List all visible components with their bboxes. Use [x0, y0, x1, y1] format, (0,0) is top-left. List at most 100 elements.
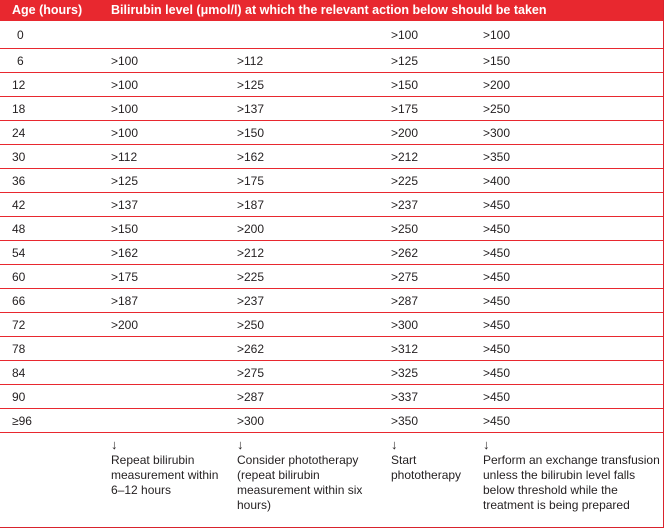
table-row: 66 >187 >237 >287 >450: [0, 289, 663, 313]
level-cell: >137: [111, 197, 139, 212]
level-cell: >200: [237, 221, 265, 236]
age-cell: 84: [12, 365, 26, 380]
level-cell: >100: [111, 101, 139, 116]
action-line: measurement within six: [237, 483, 363, 497]
age-cell: 36: [12, 173, 26, 188]
level-cell: >125: [391, 53, 419, 68]
table-row: 18 >100 >137 >175 >250: [0, 97, 663, 121]
action-line: Perform an exchange transfusion: [483, 453, 660, 467]
level-cell: >187: [237, 197, 265, 212]
level-cell: >150: [111, 221, 139, 236]
age-cell: 12: [12, 77, 26, 92]
age-cell: 48: [12, 221, 26, 236]
level-cell: >100: [483, 27, 511, 42]
level-cell: >450: [483, 197, 511, 212]
level-cell: >100: [111, 125, 139, 140]
level-cell: >450: [483, 293, 511, 308]
level-cell: >225: [237, 269, 265, 284]
action-line: treatment is being prepared: [483, 498, 630, 512]
level-cell: >137: [237, 101, 265, 116]
action-line: unless the bilirubin level falls: [483, 468, 636, 482]
age-cell: 0: [17, 27, 24, 42]
level-cell: >175: [237, 173, 265, 188]
age-cell: 30: [12, 149, 26, 164]
down-arrow-icon: ↓: [391, 437, 398, 452]
level-cell: >162: [111, 245, 139, 260]
level-cell: >287: [391, 293, 419, 308]
level-cell: >250: [391, 221, 419, 236]
level-cell: >175: [111, 269, 139, 284]
level-cell: >125: [111, 173, 139, 188]
action-line: phototherapy: [391, 468, 462, 482]
level-cell: >450: [483, 389, 511, 404]
action-line: Start: [391, 453, 417, 467]
level-cell: >275: [237, 365, 265, 380]
level-cell: >300: [391, 317, 419, 332]
table-header: Age (hours) Bilirubin level (μmol/l) at …: [0, 0, 663, 21]
down-arrow-icon: ↓: [483, 437, 490, 452]
level-cell: >450: [483, 341, 511, 356]
level-cell: >187: [111, 293, 139, 308]
table-row: 84 >275 >325 >450: [0, 361, 663, 385]
age-cell: 72: [12, 317, 26, 332]
level-cell: >450: [483, 269, 511, 284]
table-row: 60 >175 >225 >275 >450: [0, 265, 663, 289]
level-cell: >112: [237, 53, 264, 68]
age-cell: 24: [12, 125, 26, 140]
level-cell: >250: [237, 317, 265, 332]
age-cell: 66: [12, 293, 26, 308]
level-cell: >400: [483, 173, 511, 188]
level-cell: >450: [483, 365, 511, 380]
table-row: ≥96 >300 >350 >450: [0, 409, 663, 433]
level-cell: >350: [483, 149, 511, 164]
level-cell: >450: [483, 221, 511, 236]
table-row: 42 >137 >187 >237 >450: [0, 193, 663, 217]
table-row: 6 >100 >112 >125 >150: [0, 49, 663, 73]
age-cell: 60: [12, 269, 26, 284]
table-row: 36 >125 >175 >225 >400: [0, 169, 663, 193]
down-arrow-icon: ↓: [111, 437, 118, 452]
table-row: 48 >150 >200 >250 >450: [0, 217, 663, 241]
level-cell: >325: [391, 365, 419, 380]
age-cell: 78: [12, 341, 26, 356]
action-col-1: ↓ Repeat bilirubin measurement within 6–…: [111, 437, 218, 498]
table-row: 54 >162 >212 >262 >450: [0, 241, 663, 265]
level-cell: >175: [391, 101, 419, 116]
level-cell: >100: [391, 27, 419, 42]
action-line: 6–12 hours: [111, 483, 172, 497]
level-cell: >150: [483, 53, 511, 68]
level-cell: >225: [391, 173, 419, 188]
table-row: 0 >100 >100: [0, 21, 663, 49]
age-cell: 90: [12, 389, 26, 404]
level-cell: >150: [391, 77, 419, 92]
level-cell: >262: [237, 341, 265, 356]
table-row: 72 >200 >250 >300 >450: [0, 313, 663, 337]
level-cell: >200: [483, 77, 511, 92]
level-cell: >350: [391, 413, 419, 428]
level-cell: >450: [483, 317, 511, 332]
action-line: measurement within: [111, 468, 219, 482]
age-cell: ≥96: [12, 413, 32, 428]
action-col-4: ↓ Perform an exchange transfusion unless…: [483, 437, 660, 513]
age-cell: 54: [12, 245, 26, 260]
level-cell: >212: [237, 245, 265, 260]
level-cell: >162: [237, 149, 265, 164]
level-cell: >250: [483, 101, 511, 116]
level-cell: >287: [237, 389, 265, 404]
action-line: Consider phototherapy: [237, 453, 359, 467]
level-cell: >237: [237, 293, 265, 308]
level-cell: >262: [391, 245, 419, 260]
level-cell: >337: [391, 389, 419, 404]
table-row: 78 >262 >312 >450: [0, 337, 663, 361]
level-cell: >450: [483, 245, 511, 260]
action-col-2: ↓ Consider phototherapy (repeat bilirubi…: [237, 437, 362, 513]
level-cell: >100: [111, 53, 139, 68]
level-cell: >237: [391, 197, 419, 212]
table-body: 0 >100 >100 6 >100 >112 >125 >150 12 >100 >125 >150…: [0, 21, 663, 433]
action-col-3: ↓ Start phototherapy: [391, 437, 461, 483]
table-row: 30 >112 >162 >212 >350: [0, 145, 663, 169]
table-row: 12 >100 >125 >150 >200: [0, 73, 663, 97]
action-line: hours): [237, 498, 272, 512]
header-level: Bilirubin level (μmol/l) at which the re…: [111, 3, 547, 17]
